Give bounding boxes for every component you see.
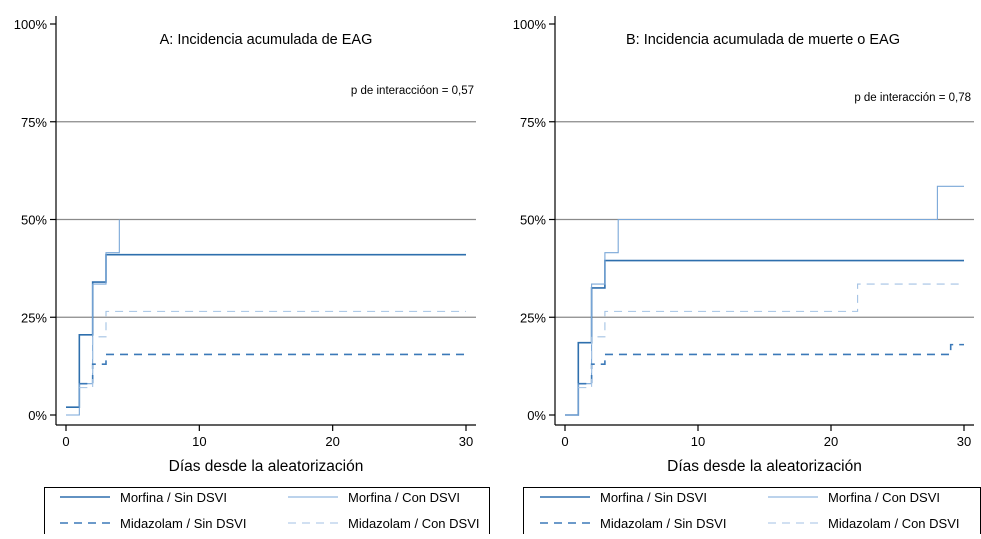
x-tick-label-a-20: 20 xyxy=(325,434,339,449)
p-annotation-b: p de interacción = 0,78 xyxy=(854,92,971,104)
legend-label-a-1: Morfina / Sin DSVI xyxy=(120,490,227,505)
legend-label-b-2: Morfina / Con DSVI xyxy=(828,490,940,505)
x-tick-label-b-20: 20 xyxy=(824,434,838,449)
y-tick-label-a-75: 75% xyxy=(21,115,47,130)
series-line-a-2 xyxy=(66,219,120,416)
legend-label-b-4: Midazolam / Con DSVI xyxy=(828,516,960,531)
series-line-a-1 xyxy=(66,253,466,408)
series-line-b-1 xyxy=(565,259,964,416)
x-tick-label-b-30: 30 xyxy=(957,434,971,449)
x-axis-label-b: Días desde la aleatorización xyxy=(667,458,862,475)
x-tick-label-b-0: 0 xyxy=(561,434,568,449)
y-tick-label-a-50: 50% xyxy=(21,213,47,228)
y-tick-label-a-25: 25% xyxy=(21,310,47,325)
y-tick-label-b-100: 100% xyxy=(513,17,547,32)
legend-label-a-4: Midazolam / Con DSVI xyxy=(348,516,480,531)
y-tick-label-b-25: 25% xyxy=(520,310,546,325)
p-annotation-a: p de interaccióon = 0,57 xyxy=(351,85,474,97)
y-tick-label-b-75: 75% xyxy=(520,115,546,130)
x-tick-label-a-10: 10 xyxy=(192,434,206,449)
y-tick-label-b-0: 0% xyxy=(527,408,546,423)
x-tick-label-b-10: 10 xyxy=(691,434,705,449)
y-tick-label-a-0: 0% xyxy=(28,408,47,423)
legend-label-a-2: Morfina / Con DSVI xyxy=(348,490,460,505)
series-line-b-3 xyxy=(578,343,964,385)
legend-label-b-3: Midazolam / Sin DSVI xyxy=(600,516,726,531)
x-tick-label-a-30: 30 xyxy=(459,434,473,449)
series-line-a-4 xyxy=(79,310,466,389)
chart-title-b: B: Incidencia acumulada de muerte o EAG xyxy=(626,32,900,48)
series-line-b-4 xyxy=(578,283,964,389)
chart-title-a: A: Incidencia acumulada de EAG xyxy=(160,32,373,48)
x-tick-label-a-0: 0 xyxy=(62,434,69,449)
series-line-a-3 xyxy=(79,353,466,385)
legend-label-b-1: Morfina / Sin DSVI xyxy=(600,490,707,505)
y-tick-label-b-50: 50% xyxy=(520,213,546,228)
y-tick-label-a-100: 100% xyxy=(14,17,48,32)
x-axis-label-a: Días desde la aleatorización xyxy=(169,458,364,475)
legend-label-a-3: Midazolam / Sin DSVI xyxy=(120,516,246,531)
series-line-b-2 xyxy=(565,185,964,416)
